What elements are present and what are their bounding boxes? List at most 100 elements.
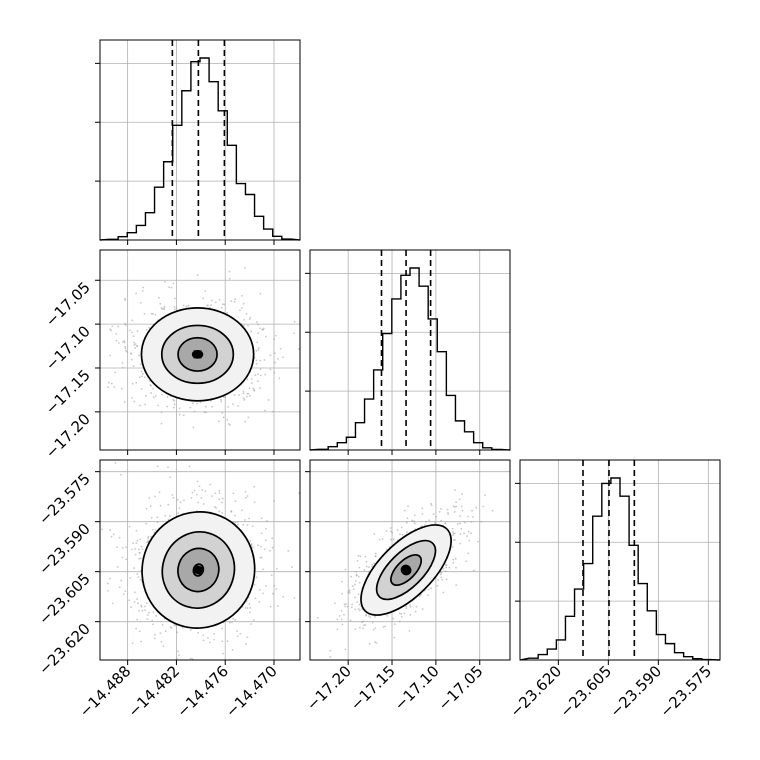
sample-point — [409, 614, 412, 616]
sample-point — [247, 324, 249, 327]
sample-point — [130, 352, 132, 355]
sample-point — [364, 623, 367, 626]
sample-point — [136, 618, 139, 621]
sample-point — [455, 505, 458, 508]
sample-point — [403, 509, 406, 512]
sample-point — [120, 473, 122, 476]
sample-point — [132, 365, 135, 367]
sample-point — [113, 386, 116, 388]
sample-point — [340, 618, 343, 621]
sample-point — [249, 606, 252, 609]
sample-point — [456, 523, 459, 525]
sample-point — [470, 532, 472, 535]
sample-point — [441, 578, 444, 581]
sample-point — [130, 606, 132, 608]
sample-point — [234, 514, 236, 517]
sample-point — [111, 602, 114, 605]
sample-point — [463, 532, 465, 535]
sample-point — [140, 301, 142, 304]
x-tick-label: −17.10 — [391, 662, 443, 714]
sample-point — [207, 637, 209, 639]
sample-point — [221, 303, 224, 306]
sample-point — [192, 402, 194, 405]
sample-point — [451, 527, 454, 530]
sample-point — [361, 621, 363, 624]
sample-point — [340, 609, 343, 612]
sample-point — [472, 569, 475, 572]
sample-point — [301, 349, 303, 351]
sample-point — [124, 324, 127, 326]
sample-point — [234, 618, 236, 621]
sample-point — [406, 531, 408, 533]
sample-point — [144, 605, 146, 608]
sample-point — [348, 590, 350, 593]
sample-point — [258, 588, 261, 591]
sample-point — [461, 493, 464, 496]
sample-point — [202, 297, 205, 300]
sample-point — [164, 514, 167, 517]
x-tick-label: −14.476 — [173, 662, 232, 721]
sample-point — [349, 619, 352, 622]
y-tick-label: −17.05 — [42, 278, 94, 330]
sample-point — [218, 498, 221, 501]
sample-point — [257, 323, 259, 326]
sample-point — [139, 578, 142, 581]
sample-point — [393, 636, 396, 639]
sample-point — [233, 394, 236, 396]
sample-point — [140, 640, 143, 643]
sample-point — [168, 286, 170, 289]
sample-point — [204, 405, 207, 408]
sample-point — [409, 604, 411, 607]
sample-point — [255, 321, 258, 324]
sample-point — [177, 650, 179, 653]
sample-point — [175, 306, 178, 309]
sample-point — [109, 354, 111, 357]
sample-point — [159, 632, 162, 635]
sample-point — [124, 297, 126, 300]
sample-point — [279, 347, 282, 350]
sample-point — [409, 605, 412, 608]
sample-point — [244, 420, 247, 423]
sample-point — [260, 532, 263, 535]
sample-point — [336, 628, 339, 631]
sample-point — [448, 566, 451, 569]
sample-point — [189, 629, 192, 631]
sample-point — [148, 611, 150, 614]
sample-point — [435, 515, 437, 518]
sample-point — [357, 554, 360, 557]
sample-point — [446, 508, 449, 511]
sample-point — [160, 411, 163, 414]
sample-point — [128, 525, 131, 528]
sample-point — [215, 506, 218, 509]
sample-point — [459, 515, 462, 518]
histogram-panel-1 — [95, 39, 301, 241]
sample-point — [208, 641, 211, 644]
sample-point — [196, 274, 199, 277]
sample-point — [182, 304, 185, 307]
sample-point — [202, 634, 205, 637]
sample-point — [484, 494, 487, 497]
sample-point — [250, 623, 253, 625]
sample-point — [131, 319, 134, 322]
sample-point — [144, 394, 147, 397]
sample-point — [232, 403, 234, 405]
sample-point — [178, 507, 181, 510]
sample-point — [109, 529, 112, 532]
sample-point — [106, 582, 109, 585]
sample-point — [278, 377, 281, 380]
sample-point — [138, 610, 140, 612]
sample-point — [161, 393, 163, 396]
sample-point — [141, 548, 144, 550]
sample-point — [114, 371, 117, 374]
sample-point — [341, 592, 344, 595]
sample-point — [242, 302, 245, 305]
sample-point — [264, 335, 267, 338]
sample-point — [374, 616, 376, 618]
sample-point — [135, 381, 138, 384]
sample-point — [188, 465, 191, 468]
sample-point — [143, 312, 146, 315]
sample-point — [241, 509, 243, 512]
x-tick-label: −14.470 — [222, 662, 281, 721]
sample-point — [152, 387, 154, 390]
sample-point — [251, 525, 254, 528]
